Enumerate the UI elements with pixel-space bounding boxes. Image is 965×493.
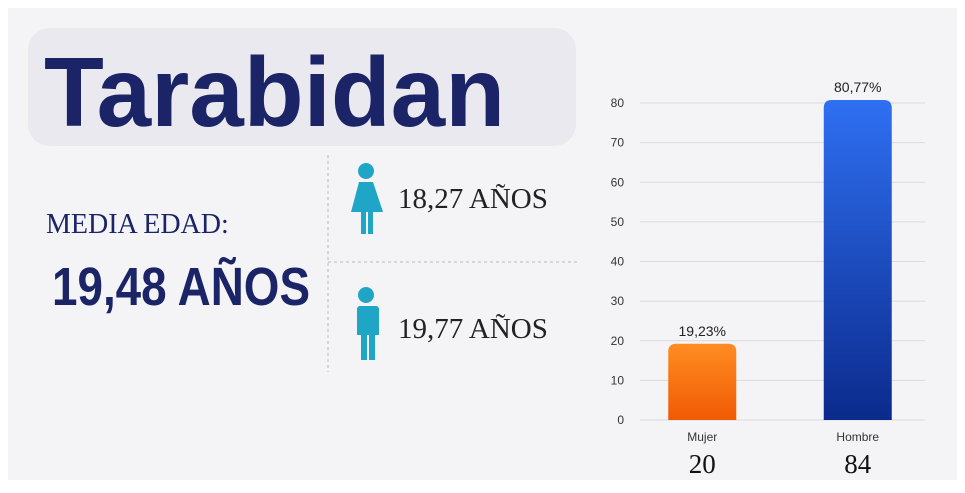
value-label: 19,23% — [679, 323, 726, 339]
x-tick-label: Hombre — [836, 430, 879, 444]
overall-age: 19,48 AÑOS — [52, 257, 310, 317]
bar — [823, 99, 892, 420]
title: Tarabidan — [44, 37, 505, 147]
count-label: 20 — [689, 449, 716, 479]
value-label: 80,77% — [834, 79, 881, 95]
y-tick-label: 60 — [611, 175, 625, 189]
age-label: MEDIA EDAD: — [46, 209, 229, 240]
y-tick-label: 70 — [611, 136, 625, 150]
y-tick-label: 20 — [611, 334, 625, 348]
y-tick-label: 40 — [611, 255, 625, 269]
bar — [668, 343, 737, 420]
y-tick-label: 30 — [611, 294, 625, 308]
y-tick-label: 50 — [611, 215, 625, 229]
x-tick-label: Mujer — [687, 430, 717, 444]
female-icon — [351, 163, 383, 234]
y-tick-label: 10 — [611, 373, 625, 387]
count-label: 84 — [844, 449, 872, 479]
y-tick-label: 80 — [611, 96, 625, 110]
male-icon — [356, 287, 379, 360]
male-age: 19,77 AÑOS — [398, 313, 548, 345]
title-box — [28, 28, 576, 146]
y-tick-label: 0 — [617, 413, 624, 427]
female-age: 18,27 AÑOS — [398, 183, 548, 215]
